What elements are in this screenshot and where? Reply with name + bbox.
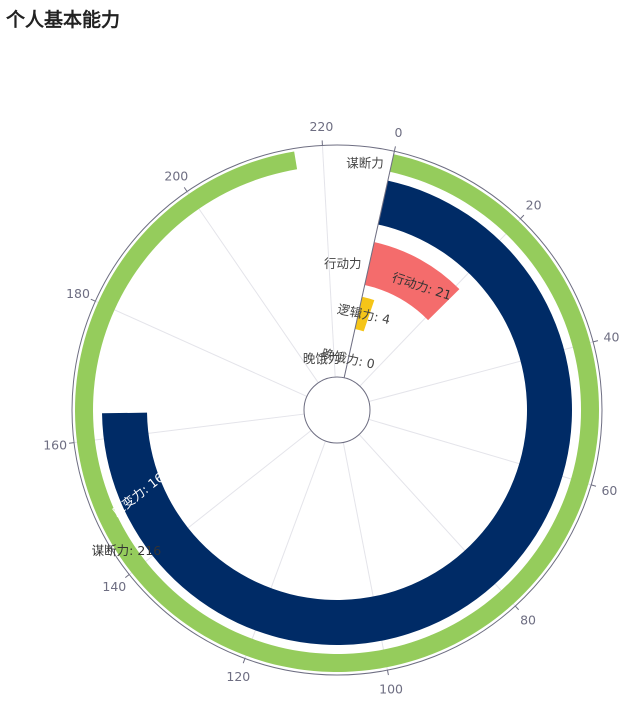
tick-label: 180 (66, 286, 90, 301)
grid-line (321, 145, 336, 378)
outer-ring (71, 144, 603, 676)
tick-mark (393, 146, 396, 152)
tick-label: 100 (379, 681, 403, 696)
tick-label: 220 (309, 119, 333, 134)
tick-mark (242, 658, 246, 664)
data-label: 晚饿力: 0 (321, 346, 377, 372)
tick-label: 0 (394, 125, 402, 140)
category-label: 谋断力 (346, 156, 384, 171)
tick-label: 60 (601, 483, 617, 498)
tick-mark (183, 187, 188, 192)
bar (364, 242, 460, 321)
tick-mark (520, 214, 525, 220)
tick-mark (592, 340, 599, 343)
tick-label: 200 (164, 168, 188, 183)
data-label: 谋断力: 216 (92, 543, 162, 558)
tick-mark (514, 605, 520, 611)
tick-mark (386, 670, 389, 676)
bar (354, 296, 375, 332)
radius-axis-line (343, 151, 395, 378)
tick-label: 160 (43, 437, 67, 452)
tick-label: 140 (102, 579, 126, 594)
tick-mark (90, 298, 96, 302)
category-label: 晚饿力 (303, 351, 341, 366)
bars (75, 151, 600, 673)
grid-line (186, 191, 319, 384)
tick-label: 40 (604, 330, 620, 345)
inner-ring (303, 376, 371, 444)
tick-label: 120 (226, 669, 250, 684)
tick-mark (591, 484, 597, 487)
tick-mark (68, 442, 75, 444)
category-label: 行动力 (324, 256, 362, 271)
radius-axis: 晚饿力 行动力 谋断力 (303, 156, 384, 367)
angle-axis: 0 20 40 60 80 100 120 140 160 180 200 220 (43, 119, 619, 696)
tick-label: 80 (520, 613, 536, 628)
tick-mark (124, 574, 130, 578)
page-title: 个人基本能力 (6, 9, 121, 31)
tick-label: 20 (526, 198, 542, 213)
grid-line (95, 300, 308, 397)
